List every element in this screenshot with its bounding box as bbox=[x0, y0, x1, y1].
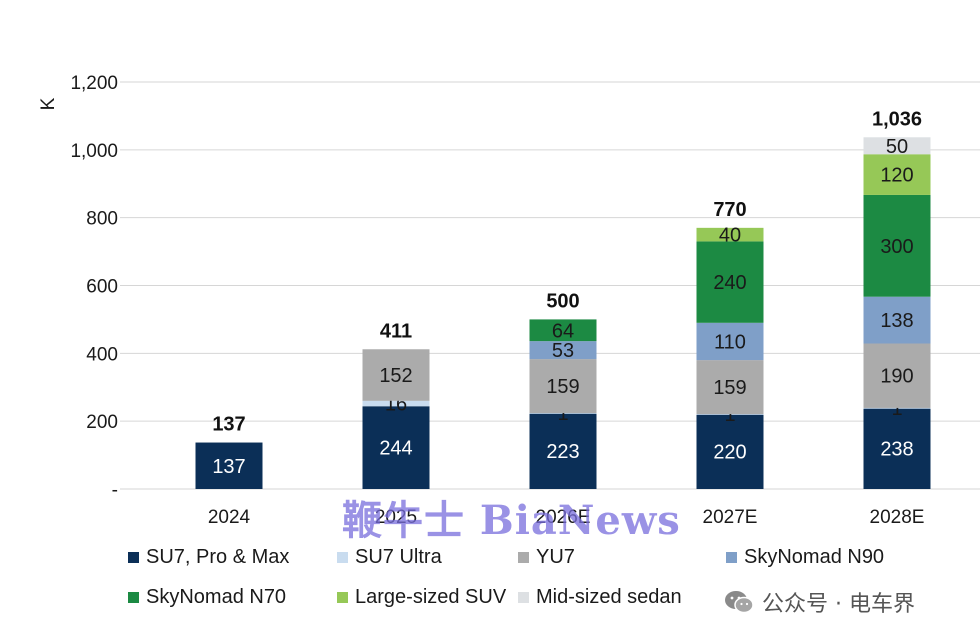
data-label: 53 bbox=[552, 340, 574, 362]
data-label: 138 bbox=[880, 310, 913, 332]
bar-segment bbox=[863, 296, 931, 344]
total-label: 411 bbox=[380, 321, 412, 343]
data-label: 120 bbox=[880, 165, 913, 187]
legend-swatch bbox=[337, 552, 348, 563]
y-tick-label: 200 bbox=[86, 412, 118, 433]
data-label: 1 bbox=[724, 404, 735, 426]
data-label: 110 bbox=[714, 331, 746, 353]
data-label: 300 bbox=[880, 236, 913, 258]
data-label: 223 bbox=[546, 441, 579, 463]
legend-label: Mid-sized sedan bbox=[536, 586, 682, 608]
data-label: 238 bbox=[880, 439, 913, 461]
legend-item: YU7 bbox=[518, 546, 575, 569]
x-tick-label: 2027E bbox=[703, 507, 758, 528]
legend-item: SkyNomad N90 bbox=[726, 546, 884, 569]
legend-item: SkyNomad N70 bbox=[128, 586, 286, 609]
total-label: 770 bbox=[713, 199, 746, 221]
bar-segment bbox=[863, 343, 931, 408]
data-label: 244 bbox=[379, 438, 412, 460]
bar-segment bbox=[696, 322, 764, 361]
y-tick-label: 400 bbox=[86, 344, 118, 365]
bar-segment bbox=[863, 407, 931, 409]
data-label: 50 bbox=[886, 136, 908, 158]
total-label: 500 bbox=[546, 290, 579, 312]
bar-segment bbox=[696, 241, 764, 323]
y-tick-label: 800 bbox=[86, 209, 118, 230]
x-tick-label: 2028E bbox=[870, 507, 925, 528]
data-label: 1 bbox=[891, 398, 902, 420]
legend-label: SU7, Pro & Max bbox=[146, 546, 290, 568]
bar-segment bbox=[696, 360, 764, 415]
x-tick-label: 2026E bbox=[536, 507, 591, 528]
total-label: 1,036 bbox=[872, 109, 922, 131]
watermark: 鞭牛士 BiaNews bbox=[342, 497, 681, 544]
bar-segment bbox=[195, 442, 263, 489]
data-label: 240 bbox=[713, 272, 746, 294]
legend-swatch bbox=[518, 552, 529, 563]
bars: 1371372441615241122311595364500220115911… bbox=[195, 109, 931, 489]
wechat-account-name: 公众号 · 电车界 bbox=[762, 592, 915, 617]
data-label: 159 bbox=[546, 376, 579, 398]
bar-segment bbox=[696, 414, 764, 415]
y-tick-label: 1,200 bbox=[70, 73, 118, 94]
y-tick-label: - bbox=[112, 480, 118, 501]
y-tick-label: 1,000 bbox=[70, 141, 118, 162]
x-tick-label: 2025 bbox=[375, 507, 417, 528]
data-label: 1 bbox=[557, 403, 568, 425]
bar-segment bbox=[529, 359, 597, 414]
legend-label: YU7 bbox=[536, 546, 575, 568]
bar-segment bbox=[863, 137, 931, 155]
legend-item: SU7 Ultra bbox=[337, 546, 442, 569]
bar-segment bbox=[529, 341, 597, 360]
x-axis: 2024 2025 2026E 2027E 2028E bbox=[208, 507, 925, 528]
bar-segment bbox=[362, 400, 430, 407]
bar-segment bbox=[529, 319, 597, 342]
legend-label: SkyNomad N70 bbox=[146, 586, 287, 608]
data-label: 64 bbox=[552, 320, 574, 342]
legend-swatch bbox=[337, 592, 348, 603]
data-label: 40 bbox=[719, 225, 741, 247]
bar-segment bbox=[529, 413, 597, 414]
bar-segment bbox=[863, 408, 931, 489]
bar-segment bbox=[696, 414, 764, 489]
legend-swatch bbox=[518, 592, 529, 603]
legend-item: Mid-sized sedan bbox=[518, 586, 682, 609]
data-label: 159 bbox=[713, 377, 746, 399]
legend-swatch bbox=[128, 592, 139, 603]
data-label: 220 bbox=[713, 442, 746, 464]
wechat-account-tag: 公众号 · 电车界 bbox=[724, 586, 915, 618]
legend-item: Large-sized SUV bbox=[337, 586, 506, 609]
bar-segment bbox=[696, 227, 764, 242]
bar-segment bbox=[863, 194, 931, 297]
legend-label: Large-sized SUV bbox=[355, 586, 507, 608]
bar-segment bbox=[863, 154, 931, 195]
total-label: 137 bbox=[212, 414, 245, 436]
y-tick-label: 600 bbox=[86, 277, 118, 298]
legend-swatch bbox=[726, 552, 737, 563]
data-label: 152 bbox=[379, 365, 412, 387]
wechat-icon bbox=[725, 591, 754, 614]
bar-segment bbox=[362, 349, 430, 401]
legend-item: SU7, Pro & Max bbox=[128, 546, 289, 569]
data-label: 190 bbox=[880, 366, 913, 388]
legend-label: SU7 Ultra bbox=[355, 546, 442, 568]
data-label: 137 bbox=[212, 456, 245, 478]
legend-label: SkyNomad N90 bbox=[744, 546, 885, 568]
x-tick-label: 2024 bbox=[208, 507, 251, 528]
bar-segment bbox=[529, 413, 597, 489]
legend-swatch bbox=[128, 552, 139, 563]
y-axis: - 200 400 600 800 1,000 1,200 bbox=[70, 73, 118, 501]
y-axis-title: K bbox=[38, 97, 59, 110]
bar-segment bbox=[362, 406, 430, 489]
